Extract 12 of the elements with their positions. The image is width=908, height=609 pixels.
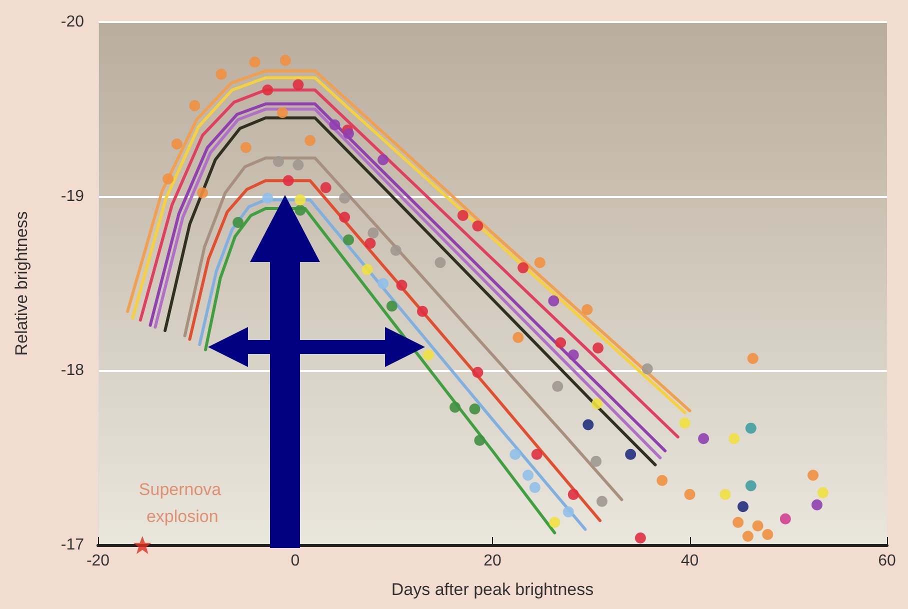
y-tick-label: -17: [60, 536, 84, 554]
x-tick-label: 40: [680, 552, 699, 570]
y-axis-title: Relative brightness: [12, 211, 31, 356]
x-tick-label: 0: [290, 552, 300, 570]
x-tick-label: -20: [86, 552, 110, 570]
y-tick-label: -19: [60, 188, 84, 205]
x-axis-title: Days after peak brightness: [391, 580, 594, 599]
annotation: Supernova explosion: [138, 480, 226, 526]
x-tick-label: 60: [878, 552, 896, 570]
y-tick-label: -20: [60, 14, 84, 30]
x-tick-label: 20: [484, 552, 502, 570]
y-tick-label: -18: [60, 362, 84, 380]
